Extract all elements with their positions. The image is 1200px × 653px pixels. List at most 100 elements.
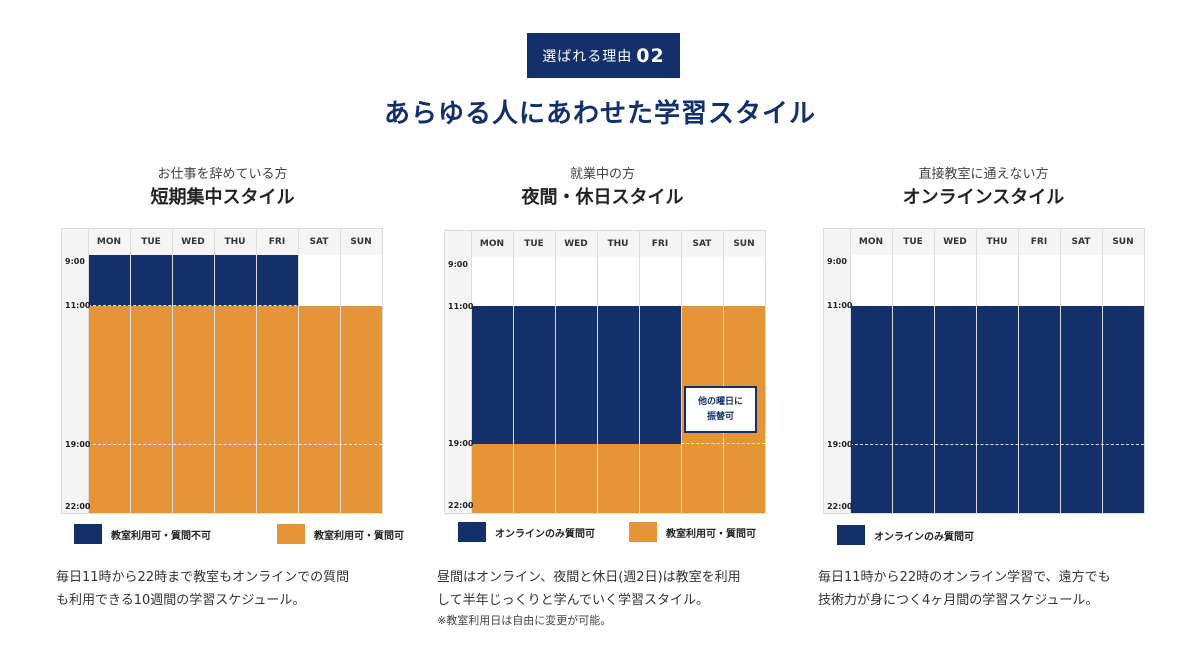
block-classroom-no-questions (88, 255, 298, 306)
day-label: WED (564, 239, 588, 249)
grid-line-19 (850, 444, 1144, 445)
block-classroom-questions (471, 444, 681, 513)
description-line: して半年じっくりと学んでいく学習スタイル。 (437, 593, 709, 608)
day-label: SAT (1071, 237, 1091, 247)
grid-line (723, 231, 724, 513)
column-subtitle: 就業中の方 (569, 167, 635, 182)
day-label: WED (181, 237, 205, 247)
day-label: THU (986, 237, 1008, 247)
description-line: 毎日11時から22時のオンライン学習で、遠方でも (818, 570, 1111, 585)
day-label: MON (858, 237, 884, 247)
grid-line (1102, 229, 1103, 513)
day-label: SAT (309, 237, 329, 247)
day-label: TUE (524, 239, 544, 249)
grid-line (597, 231, 598, 513)
day-label: FRI (1030, 237, 1048, 247)
day-label: MON (96, 237, 122, 247)
grid-line (214, 229, 215, 513)
time-label: 9:00 (65, 257, 85, 266)
day-label: TUE (141, 237, 161, 247)
badge-number: 02 (636, 44, 665, 67)
legend-swatch (837, 525, 865, 545)
schedule-chart: MON TUE WED THU FRI SAT SUN 9:00 11:00 1… (444, 230, 766, 514)
time-label: 19:00 (65, 440, 91, 449)
grid-line (850, 229, 851, 513)
column-description: 毎日11時から22時まで教室もオンラインでの質問 も利用できる10週間の学習スケ… (56, 566, 349, 612)
time-label: 22:00 (448, 501, 474, 510)
column-style-name: 夜間・休日スタイル (521, 187, 684, 208)
grid-line (976, 229, 977, 513)
grid-line (555, 231, 556, 513)
time-label: 19:00 (448, 439, 474, 448)
description-line: 技術力が身につく4ヶ月間の学習スケジュール。 (818, 593, 1099, 608)
page-title: あらゆる人にあわせた学習スタイル (383, 99, 816, 129)
chart-header: MON TUE WED THU FRI SAT SUN (62, 229, 382, 255)
grid-line (88, 229, 89, 513)
callout-line: 振替可 (706, 411, 734, 422)
description-line: 昼間はオンライン、夜間と休日(週2日)は教室を利用 (437, 570, 741, 585)
block-classroom-questions (88, 306, 382, 513)
legend-label: オンラインのみ質問可 (874, 531, 974, 543)
grid-line (681, 231, 682, 513)
day-label: WED (943, 237, 967, 247)
legend-label: 教室利用可・質問不可 (111, 530, 211, 542)
chart-header: MON TUE WED THU FRI SAT SUN (445, 231, 765, 257)
grid-line (130, 229, 131, 513)
grid-line (1060, 229, 1061, 513)
column-description: 昼間はオンライン、夜間と休日(週2日)は教室を利用 して半年じっくりと学んでいく… (437, 566, 741, 630)
column-short-term: お仕事を辞めている方 短期集中スタイル MON TUE WED THU FRI … (0, 0, 445, 653)
day-label: SUN (350, 237, 372, 247)
grid-line-11 (850, 305, 1144, 306)
grid-line (639, 231, 640, 513)
description-line: も利用できる10週間の学習スケジュール。 (56, 593, 306, 608)
schedule-chart: MON TUE WED THU FRI SAT SUN 9:00 11:00 1… (823, 228, 1145, 514)
day-label: MON (479, 239, 505, 249)
grid-line-19 (88, 444, 382, 445)
time-label: 19:00 (827, 440, 853, 449)
grid-line (1018, 229, 1019, 513)
time-label: 11:00 (65, 301, 91, 310)
time-label: 9:00 (448, 260, 468, 269)
time-label: 22:00 (827, 502, 853, 511)
chart-legend: 教室利用可・質問不可 教室利用可・質問可 (74, 524, 414, 544)
schedule-chart: MON TUE WED THU FRI SAT SUN 9:00 11:00 1… (61, 228, 383, 514)
grid-line-19 (681, 443, 765, 444)
block-online-only (471, 306, 681, 444)
grid-line (513, 231, 514, 513)
time-label: 11:00 (448, 302, 474, 311)
badge-label: 選ばれる理由 (542, 48, 633, 65)
time-label: 9:00 (827, 257, 847, 266)
section-badge: 選ばれる理由 02 (527, 33, 680, 78)
day-label: THU (224, 237, 246, 247)
day-label: FRI (268, 237, 286, 247)
description-line: 毎日11時から22時まで教室もオンラインでの質問 (56, 570, 350, 585)
day-label: FRI (651, 239, 669, 249)
legend-swatch (629, 522, 657, 542)
grid-line (934, 229, 935, 513)
time-label: 11:00 (827, 301, 853, 310)
chart-legend: オンラインのみ質問可 (837, 525, 984, 545)
callout-line: 他の曜日に (697, 396, 743, 407)
legend-label: 教室利用可・質問可 (666, 528, 756, 540)
legend-swatch (74, 524, 102, 544)
day-label: THU (607, 239, 629, 249)
grid-line (892, 229, 893, 513)
column-subtitle: お仕事を辞めている方 (157, 167, 288, 182)
column-subtitle: 直接教室に通えない方 (918, 167, 1049, 182)
legend-label: 教室利用可・質問可 (314, 530, 404, 542)
grid-line (298, 229, 299, 513)
description-note: ※教室利用日は自由に変更が可能。 (437, 614, 612, 627)
legend-swatch (277, 524, 305, 544)
grid-line (172, 229, 173, 513)
day-label: SUN (1112, 237, 1134, 247)
day-label: SAT (692, 239, 712, 249)
column-style-name: オンラインスタイル (902, 187, 1065, 208)
transfer-callout: 他の曜日に 振替可 (684, 386, 757, 433)
day-label: TUE (903, 237, 923, 247)
block-online-only (850, 306, 1144, 513)
legend-label: オンラインのみ質問可 (495, 528, 595, 540)
chart-legend: オンラインのみ質問可 教室利用可・質問可 (458, 522, 766, 542)
time-label: 22:00 (65, 502, 91, 511)
